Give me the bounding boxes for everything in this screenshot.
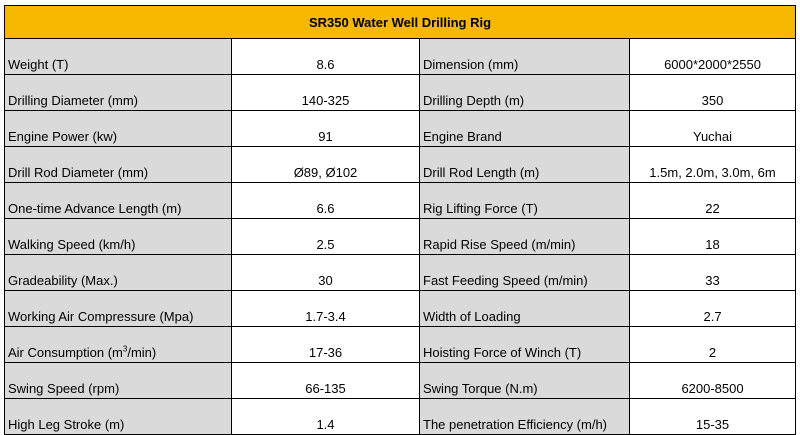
table-row: Walking Speed (km/h) 2.5 Rapid Rise Spee… <box>4 218 797 255</box>
spec-label: Engine Brand <box>419 110 630 147</box>
spec-label: Swing Speed (rpm) <box>4 362 232 399</box>
spec-value: 66-135 <box>231 362 420 399</box>
spec-label: Weight (T) <box>4 38 232 75</box>
spec-label: Fast Feeding Speed (m/min) <box>419 254 630 291</box>
spec-value: 6200-8500 <box>628 362 797 399</box>
spec-value: 1.4 <box>231 398 420 435</box>
spec-label: One-time Advance Length (m) <box>4 182 232 219</box>
spec-table: SR350 Water Well Drilling Rig Weight (T)… <box>3 5 797 435</box>
spec-label: Rapid Rise Speed (m/min) <box>419 218 630 255</box>
spec-value: 2.7 <box>628 290 797 327</box>
table-row: High Leg Stroke (m) 1.4 The penetration … <box>4 398 797 435</box>
spec-value: 22 <box>628 182 797 219</box>
spec-label: Air Consumption (m3/min) <box>4 326 232 363</box>
spec-value: 30 <box>231 254 420 291</box>
spec-value: 1.7-3.4 <box>231 290 420 327</box>
spec-value: 18 <box>628 218 797 255</box>
table-row: Swing Speed (rpm) 66-135 Swing Torque (N… <box>4 362 797 399</box>
spec-value: 8.6 <box>231 38 420 75</box>
spec-label-text: Air Consumption (m <box>8 345 123 360</box>
spec-label: Dimension (mm) <box>419 38 630 75</box>
spec-value: Yuchai <box>628 110 797 147</box>
table-row: Drilling Diameter (mm) 140-325 Drilling … <box>4 74 797 111</box>
spec-label: Drilling Depth (m) <box>419 74 630 111</box>
table-row: Weight (T) 8.6 Dimension (mm) 6000*2000*… <box>4 38 797 75</box>
spec-label: Rig Lifting Force (T) <box>419 182 630 219</box>
spec-value: 17-36 <box>231 326 420 363</box>
spec-label: Width of Loading <box>419 290 630 327</box>
table-row: Engine Power (kw) 91 Engine Brand Yuchai <box>4 110 797 147</box>
spec-value: 15-35 <box>628 398 797 435</box>
spec-label: Swing Torque (N.m) <box>419 362 630 399</box>
spec-label: Engine Power (kw) <box>4 110 232 147</box>
spec-label: Hoisting Force of Winch (T) <box>419 326 630 363</box>
spec-label: Walking Speed (km/h) <box>4 218 232 255</box>
spec-value: 6000*2000*2550 <box>628 38 797 75</box>
spec-value: 2 <box>628 326 797 363</box>
spec-label: Working Air Compressure (Mpa) <box>4 290 232 327</box>
table-row: Gradeability (Max.) 30 Fast Feeding Spee… <box>4 254 797 291</box>
spec-value: 350 <box>628 74 797 111</box>
spec-label: Drilling Diameter (mm) <box>4 74 232 111</box>
table-row: Drill Rod Diameter (mm) Ø89, Ø102 Drill … <box>4 146 797 183</box>
title-row: SR350 Water Well Drilling Rig <box>3 5 797 39</box>
table-title: SR350 Water Well Drilling Rig <box>3 5 797 39</box>
superscript-3: 3 <box>122 344 128 354</box>
spec-label: High Leg Stroke (m) <box>4 398 232 435</box>
spec-label: Drill Rod Length (m) <box>419 146 630 183</box>
spec-value: 91 <box>231 110 420 147</box>
spec-value: Ø89, Ø102 <box>231 146 420 183</box>
spec-value: 1.5m, 2.0m, 3.0m, 6m <box>628 146 797 183</box>
spec-label: Drill Rod Diameter (mm) <box>4 146 232 183</box>
table-row: Air Consumption (m3/min) 17-36 Hoisting … <box>4 326 797 363</box>
table-row: Working Air Compressure (Mpa) 1.7-3.4 Wi… <box>4 290 797 327</box>
spec-label: Gradeability (Max.) <box>4 254 232 291</box>
spec-value: 6.6 <box>231 182 420 219</box>
spec-value: 2.5 <box>231 218 420 255</box>
table-row: One-time Advance Length (m) 6.6 Rig Lift… <box>4 182 797 219</box>
spec-value: 140-325 <box>231 74 420 111</box>
spec-label: The penetration Efficiency (m/h) <box>419 398 630 435</box>
spec-label-unit: /min) <box>127 345 157 360</box>
spec-value: 33 <box>628 254 797 291</box>
